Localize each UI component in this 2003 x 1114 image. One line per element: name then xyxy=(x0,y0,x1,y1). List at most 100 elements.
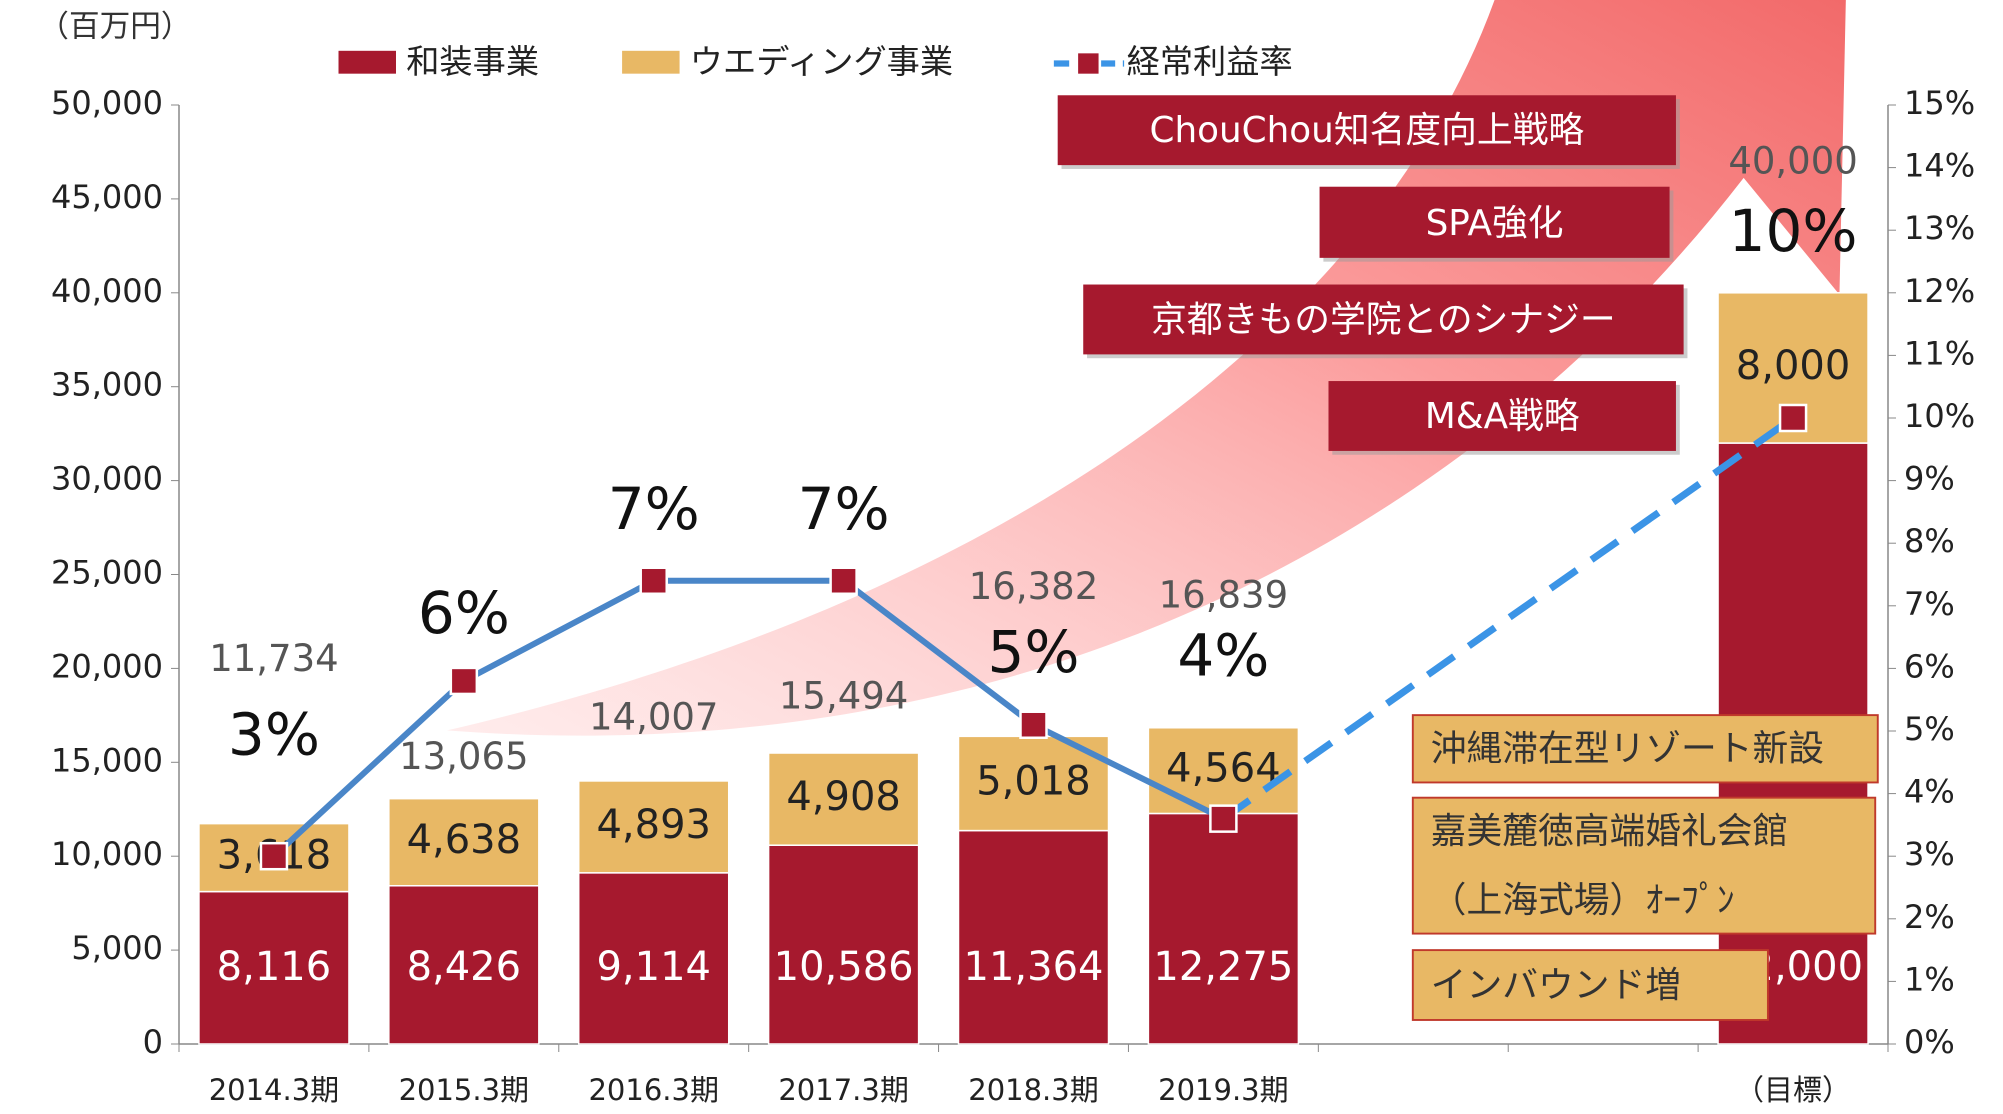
y-tick-label: 40,000 xyxy=(51,272,163,310)
x-tick-label: 2018.3期 xyxy=(968,1073,1098,1107)
x-tick-label: 2016.3期 xyxy=(588,1073,718,1107)
total-label: 40,000 xyxy=(1728,139,1857,182)
y-tick-label: 45,000 xyxy=(51,178,163,216)
strategy-text: 京都きもの学院とのシナジー xyxy=(1151,299,1615,340)
driver-box xyxy=(1411,796,1877,935)
rate-label: 7% xyxy=(608,475,700,543)
bar-value-label: 12,275 xyxy=(1153,944,1293,990)
y2-tick-label: 6% xyxy=(1904,647,1955,685)
driver-text: 沖縄滞在型リゾート新設 xyxy=(1431,729,1824,770)
line-marker xyxy=(259,841,289,871)
y2-tick-label: 8% xyxy=(1904,522,1955,560)
y2-tick-label: 7% xyxy=(1904,585,1955,623)
rate-label: 5% xyxy=(987,618,1079,686)
strategy-box xyxy=(1328,381,1676,451)
legend-swatch xyxy=(622,50,680,74)
decoration xyxy=(447,0,1846,736)
y2-tick-label: 1% xyxy=(1904,960,1955,998)
y-tick-label: 20,000 xyxy=(51,647,163,685)
bar-segment xyxy=(577,780,730,874)
line-marker xyxy=(449,666,479,696)
total-label: 11,734 xyxy=(209,637,338,680)
total-label: 14,007 xyxy=(589,695,718,738)
projection-line xyxy=(1221,415,1796,822)
total-label: 13,065 xyxy=(399,735,528,778)
y-tick-label: 10,000 xyxy=(51,835,163,873)
rate-label: 3% xyxy=(228,700,320,768)
y2-tick-label: 5% xyxy=(1904,710,1955,748)
rate-label: 10% xyxy=(1729,197,1858,265)
bar-segment xyxy=(767,752,920,846)
driver-box xyxy=(1411,714,1879,784)
bar-value-label: 8,000 xyxy=(1736,343,1851,389)
strategy-box xyxy=(1319,186,1670,258)
total-label: 16,839 xyxy=(1159,573,1288,616)
x-tick-label: （目標） xyxy=(1735,1073,1851,1107)
strategy-text: ChouChou知名度向上戦略 xyxy=(1149,110,1584,151)
bar-value-label: 10,586 xyxy=(774,944,914,990)
bar-value-label: 11,364 xyxy=(964,944,1104,990)
y-tick-label: 35,000 xyxy=(51,366,163,404)
driver-text: インバウンド増 xyxy=(1431,965,1681,1006)
line-marker xyxy=(1019,710,1048,739)
y-tick-label: 15,000 xyxy=(51,741,163,779)
x-tick-label: 2014.3期 xyxy=(209,1073,339,1107)
bar-segment xyxy=(1147,812,1300,1045)
legend-label: 経常利益率 xyxy=(1127,42,1293,81)
bar-value-label: 4,908 xyxy=(786,774,901,820)
y2-tick-label: 11% xyxy=(1904,334,1975,372)
driver-text: 嘉美麓徳高端婚礼会館 xyxy=(1431,811,1789,852)
bar-value-label: 4,638 xyxy=(407,817,522,863)
bar-segment xyxy=(767,844,920,1045)
line-series xyxy=(271,577,1225,859)
legend-label: 和装事業 xyxy=(406,42,539,81)
y-tick-label: 0 xyxy=(143,1023,163,1061)
strategy-text: SPA強化 xyxy=(1426,203,1564,244)
bar-value-label: 5,018 xyxy=(976,758,1091,804)
overlay: （百万円） 和装事業 ウエディング事業 経常利益率 ChouChou知名度向上戦… xyxy=(38,9,1879,1021)
strategy-boxes xyxy=(1057,95,1688,455)
rate-label: 4% xyxy=(1177,622,1269,690)
y-tick-label: 50,000 xyxy=(51,84,163,122)
total-label: 15,494 xyxy=(779,675,908,718)
y-tick-label: 30,000 xyxy=(51,460,163,498)
rate-label: 6% xyxy=(418,579,510,647)
bar-value-label: 9,114 xyxy=(596,944,711,990)
driver-box xyxy=(1411,949,1769,1021)
line-marker xyxy=(639,566,668,596)
legend-label: ウエディング事業 xyxy=(690,42,953,81)
bar-value-label: 8,426 xyxy=(407,944,522,990)
strategy-text: M&A戦略 xyxy=(1425,396,1580,437)
bar-segment xyxy=(957,829,1110,1045)
line-marker xyxy=(1778,403,1808,433)
bar-segment xyxy=(198,890,350,1045)
x-tick-label: 2019.3期 xyxy=(1158,1073,1288,1107)
y-axis-unit: （百万円） xyxy=(38,9,191,44)
strategy-box xyxy=(1083,284,1684,355)
y2-tick-label: 0% xyxy=(1904,1023,1955,1061)
y2-tick-label: 2% xyxy=(1904,898,1955,936)
strategy-box xyxy=(1057,95,1676,166)
y2-tick-label: 10% xyxy=(1904,397,1975,435)
y-tick-label: 5,000 xyxy=(71,929,163,967)
line-marker xyxy=(1209,804,1238,833)
line-marker xyxy=(829,566,858,596)
x-tick-label: 2017.3期 xyxy=(778,1073,908,1107)
rate-label: 7% xyxy=(798,475,890,543)
y2-tick-label: 4% xyxy=(1904,773,1955,811)
y2-tick-label: 15% xyxy=(1904,84,1975,122)
y2-tick-label: 13% xyxy=(1904,209,1975,247)
y2-tick-label: 14% xyxy=(1904,147,1975,185)
legend-marker xyxy=(1075,50,1102,77)
bar-value-label: 8,116 xyxy=(217,944,332,990)
driver-text: （上海式場）ｵｰﾌﾟﾝ xyxy=(1431,880,1735,921)
y2-tick-label: 12% xyxy=(1904,272,1975,310)
y-tick-label: 25,000 xyxy=(51,554,163,592)
bar-value-label: 4,564 xyxy=(1166,746,1281,792)
total-label: 16,382 xyxy=(969,565,1098,608)
bar-segment xyxy=(388,797,540,887)
y2-tick-label: 9% xyxy=(1904,460,1955,498)
legend-swatch xyxy=(338,50,396,74)
y2-tick-label: 3% xyxy=(1904,835,1955,873)
